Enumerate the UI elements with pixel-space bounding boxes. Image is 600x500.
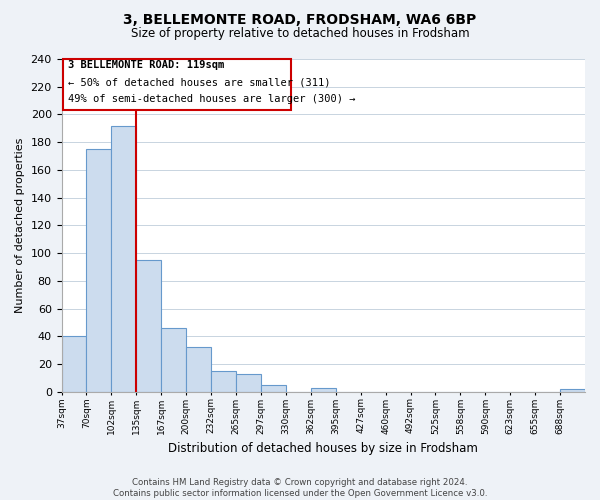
Bar bbox=[261, 385, 286, 392]
Bar bbox=[560, 389, 585, 392]
Text: 49% of semi-detached houses are larger (300) →: 49% of semi-detached houses are larger (… bbox=[68, 94, 355, 104]
Bar bbox=[62, 336, 86, 392]
Text: 3 BELLEMONTE ROAD: 119sqm: 3 BELLEMONTE ROAD: 119sqm bbox=[68, 60, 224, 70]
Bar bbox=[186, 348, 211, 392]
FancyBboxPatch shape bbox=[63, 59, 291, 110]
Text: 3, BELLEMONTE ROAD, FRODSHAM, WA6 6BP: 3, BELLEMONTE ROAD, FRODSHAM, WA6 6BP bbox=[124, 12, 476, 26]
Bar bbox=[112, 126, 136, 392]
Bar bbox=[136, 260, 161, 392]
Bar bbox=[161, 328, 186, 392]
Bar bbox=[311, 388, 336, 392]
Bar bbox=[86, 149, 112, 392]
Text: Size of property relative to detached houses in Frodsham: Size of property relative to detached ho… bbox=[131, 28, 469, 40]
Y-axis label: Number of detached properties: Number of detached properties bbox=[15, 138, 25, 313]
Bar bbox=[211, 371, 236, 392]
Text: Contains HM Land Registry data © Crown copyright and database right 2024.
Contai: Contains HM Land Registry data © Crown c… bbox=[113, 478, 487, 498]
Text: ← 50% of detached houses are smaller (311): ← 50% of detached houses are smaller (31… bbox=[68, 77, 330, 87]
Bar bbox=[236, 374, 261, 392]
X-axis label: Distribution of detached houses by size in Frodsham: Distribution of detached houses by size … bbox=[169, 442, 478, 455]
